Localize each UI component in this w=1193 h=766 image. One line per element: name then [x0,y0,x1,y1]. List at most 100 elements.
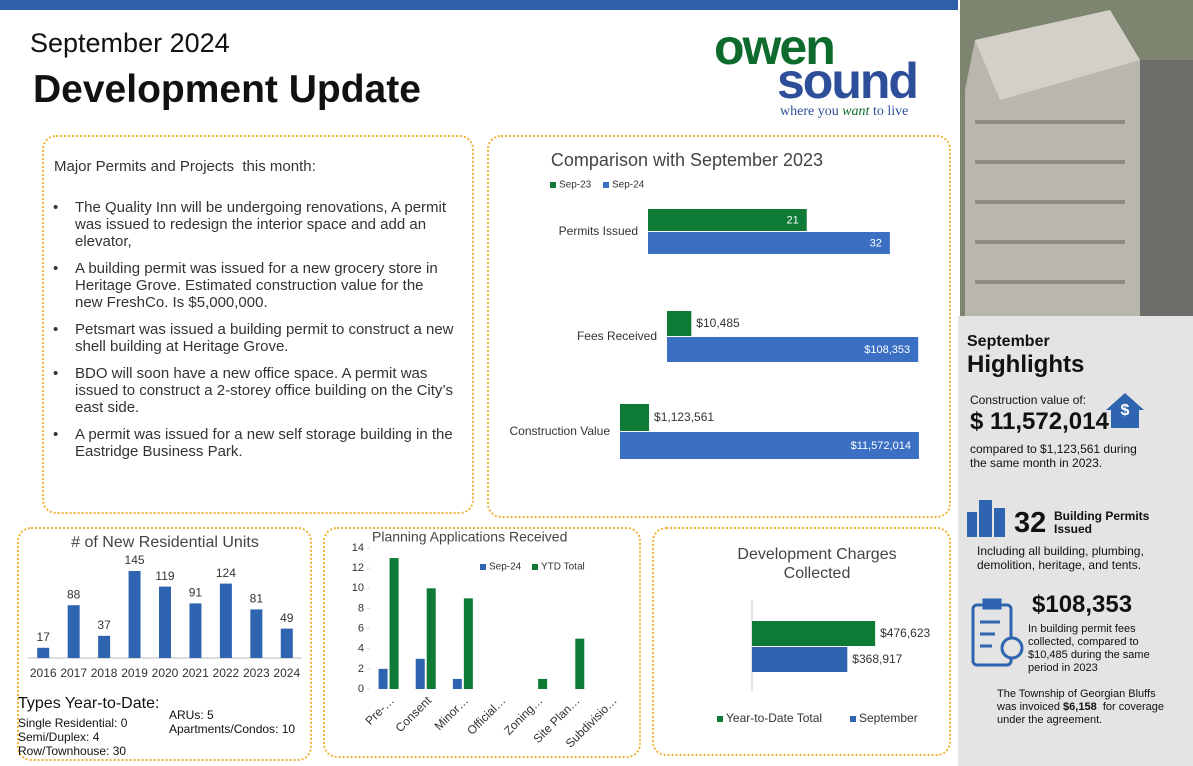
permits-note: Including all building, plumbing, demoli… [977,544,1144,572]
top-bar [0,0,958,10]
y-tick-label: 0 [358,683,364,695]
value-label: 145 [125,553,145,567]
construction-note: compared to $1,123,561 during the same m… [970,442,1137,470]
project-item: A permit was issued for a new self stora… [53,426,455,460]
tagline: to live [869,104,909,119]
value-label: 17 [37,630,51,644]
bar [37,647,50,658]
type-item: Single Residential: 0 [18,716,128,730]
legend-swatch [550,182,556,188]
bar [378,668,388,689]
y-tick-label: 6 [358,622,364,634]
note-amount: $6,158 [1063,701,1097,713]
chart-title: # of New Residential Units [71,534,259,551]
x-tick-label: 2017 [60,666,87,680]
x-tick-label: Official… [464,693,508,737]
house-icon: $ [1106,393,1144,428]
value-label: 81 [250,592,264,606]
value-label: 88 [67,587,81,601]
y-tick-label: 12 [352,562,364,574]
note-text: for coverage under the agreement. [997,701,1168,726]
legend-label: Sep-24 [489,562,522,573]
type-item: Semi/Duplex: 4 [18,730,100,744]
chart-title: Planning Applications Received [372,529,567,545]
bar [67,605,80,658]
bar [667,311,692,336]
bar [280,628,293,658]
comparison-panel [487,135,951,518]
x-tick-label: Consent [393,693,435,735]
chart-title: Development Charges Collected [737,546,897,582]
logo-owen: owen [714,19,836,75]
legend-label: Sep-23 [559,180,592,191]
project-item: The Quality Inn will be undergoing renov… [53,199,455,250]
value-label: 91 [189,586,203,600]
clipboard-icon [971,598,1024,667]
value-label: 124 [216,566,236,580]
photo [960,0,1193,316]
chart-title: Comparison with September 2023 [551,150,823,170]
types-heading: Types Year-to-Date: [18,695,160,712]
legend-label: September [859,711,918,725]
bar [426,588,436,689]
project-item: BDO will soon have a new office space. A… [53,365,455,416]
bar [620,404,650,431]
highlights-kicker: September [967,333,1050,350]
value-label: $108,353 [864,344,910,356]
x-tick-label: 2024 [273,666,300,680]
y-tick-label: 8 [358,602,364,614]
bar [189,603,202,658]
x-tick-label: 2018 [91,666,118,680]
value-label: $1,123,561 [654,410,714,424]
legend-swatch [603,182,609,188]
bar [389,558,399,689]
bar [128,571,141,658]
project-item: Petsmart was issued a building permit to… [53,321,455,355]
georgian-note: The Township of Georgian Bluffs was invo… [997,688,1177,727]
fees-value: $108,353 [1032,591,1133,618]
y-tick-label: 4 [358,643,364,655]
bar [648,209,807,231]
x-tick-label: 2021 [182,666,209,680]
permits-count: 32 [1014,507,1047,539]
project-item: A building permit was issued for a new g… [53,260,455,311]
fees-note: In building permit fees collected, compa… [1028,623,1150,674]
bar [575,638,585,689]
x-tick-label: 2020 [152,666,179,680]
value-label: $368,917 [852,652,902,666]
value-label: $476,623 [880,626,930,640]
y-tick-label: 10 [352,582,364,594]
bar [538,678,548,689]
value-label: $11,572,014 [851,440,911,452]
x-tick-label: 2016 [30,666,57,680]
logo-sound: sound [777,53,919,109]
tagline-em: want [842,104,870,119]
svg-text:$: $ [1121,402,1130,419]
charges-panel [652,527,951,756]
permits-label: Building Permits Issued [1054,509,1150,536]
value-label: 21 [786,214,798,226]
note-text: The Township of Georgian Bluffs was invo… [997,688,1159,713]
legend-swatch [850,716,856,722]
projects-list: The Quality Inn will be undergoing renov… [53,199,455,470]
x-tick-label: 2022 [213,666,240,680]
type-item: Row/Townhouse: 30 [18,744,127,758]
legend-swatch [532,564,538,570]
value-label: 119 [155,569,174,583]
category-label: Permits Issued [559,224,638,238]
bar [98,635,111,658]
category-label: Fees Received [577,329,657,343]
construction-value: $ 11,572,014 [970,408,1109,435]
construction-label: Construction value of: [970,393,1087,407]
bar [159,586,171,658]
bar [250,609,263,658]
tagline: where you [780,104,843,119]
projects-panel [42,135,474,514]
bar [463,598,473,689]
sidebar [958,316,1193,766]
bar [219,583,232,658]
month: September 2024 [30,28,230,58]
projects-heading: Major Permits and Projects this month: [54,158,316,175]
